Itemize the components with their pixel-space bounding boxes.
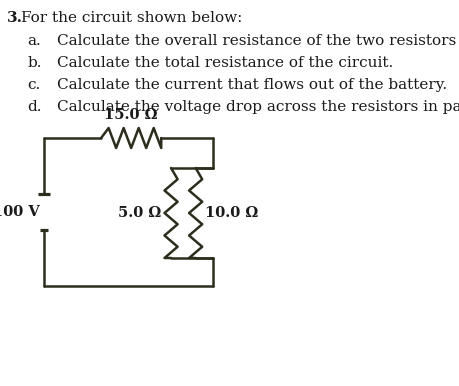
Text: Calculate the total resistance of the circuit.: Calculate the total resistance of the ci… bbox=[57, 56, 394, 70]
Text: 5.0 Ω: 5.0 Ω bbox=[118, 206, 161, 220]
Text: Calculate the current that flows out of the battery.: Calculate the current that flows out of … bbox=[57, 78, 448, 92]
Text: For the circuit shown below:: For the circuit shown below: bbox=[21, 11, 242, 25]
Text: 3.: 3. bbox=[6, 11, 22, 25]
Text: b.: b. bbox=[28, 56, 42, 70]
Text: Calculate the voltage drop across the resistors in parallel.: Calculate the voltage drop across the re… bbox=[57, 100, 459, 114]
Text: 100 V: 100 V bbox=[0, 205, 39, 219]
Text: 10.0 Ω: 10.0 Ω bbox=[206, 206, 259, 220]
Text: Calculate the overall resistance of the two resistors in parallel: Calculate the overall resistance of the … bbox=[57, 34, 459, 48]
Text: c.: c. bbox=[28, 78, 40, 92]
Text: a.: a. bbox=[28, 34, 41, 48]
Text: d.: d. bbox=[28, 100, 42, 114]
Text: 15.0 Ω: 15.0 Ω bbox=[104, 108, 158, 122]
